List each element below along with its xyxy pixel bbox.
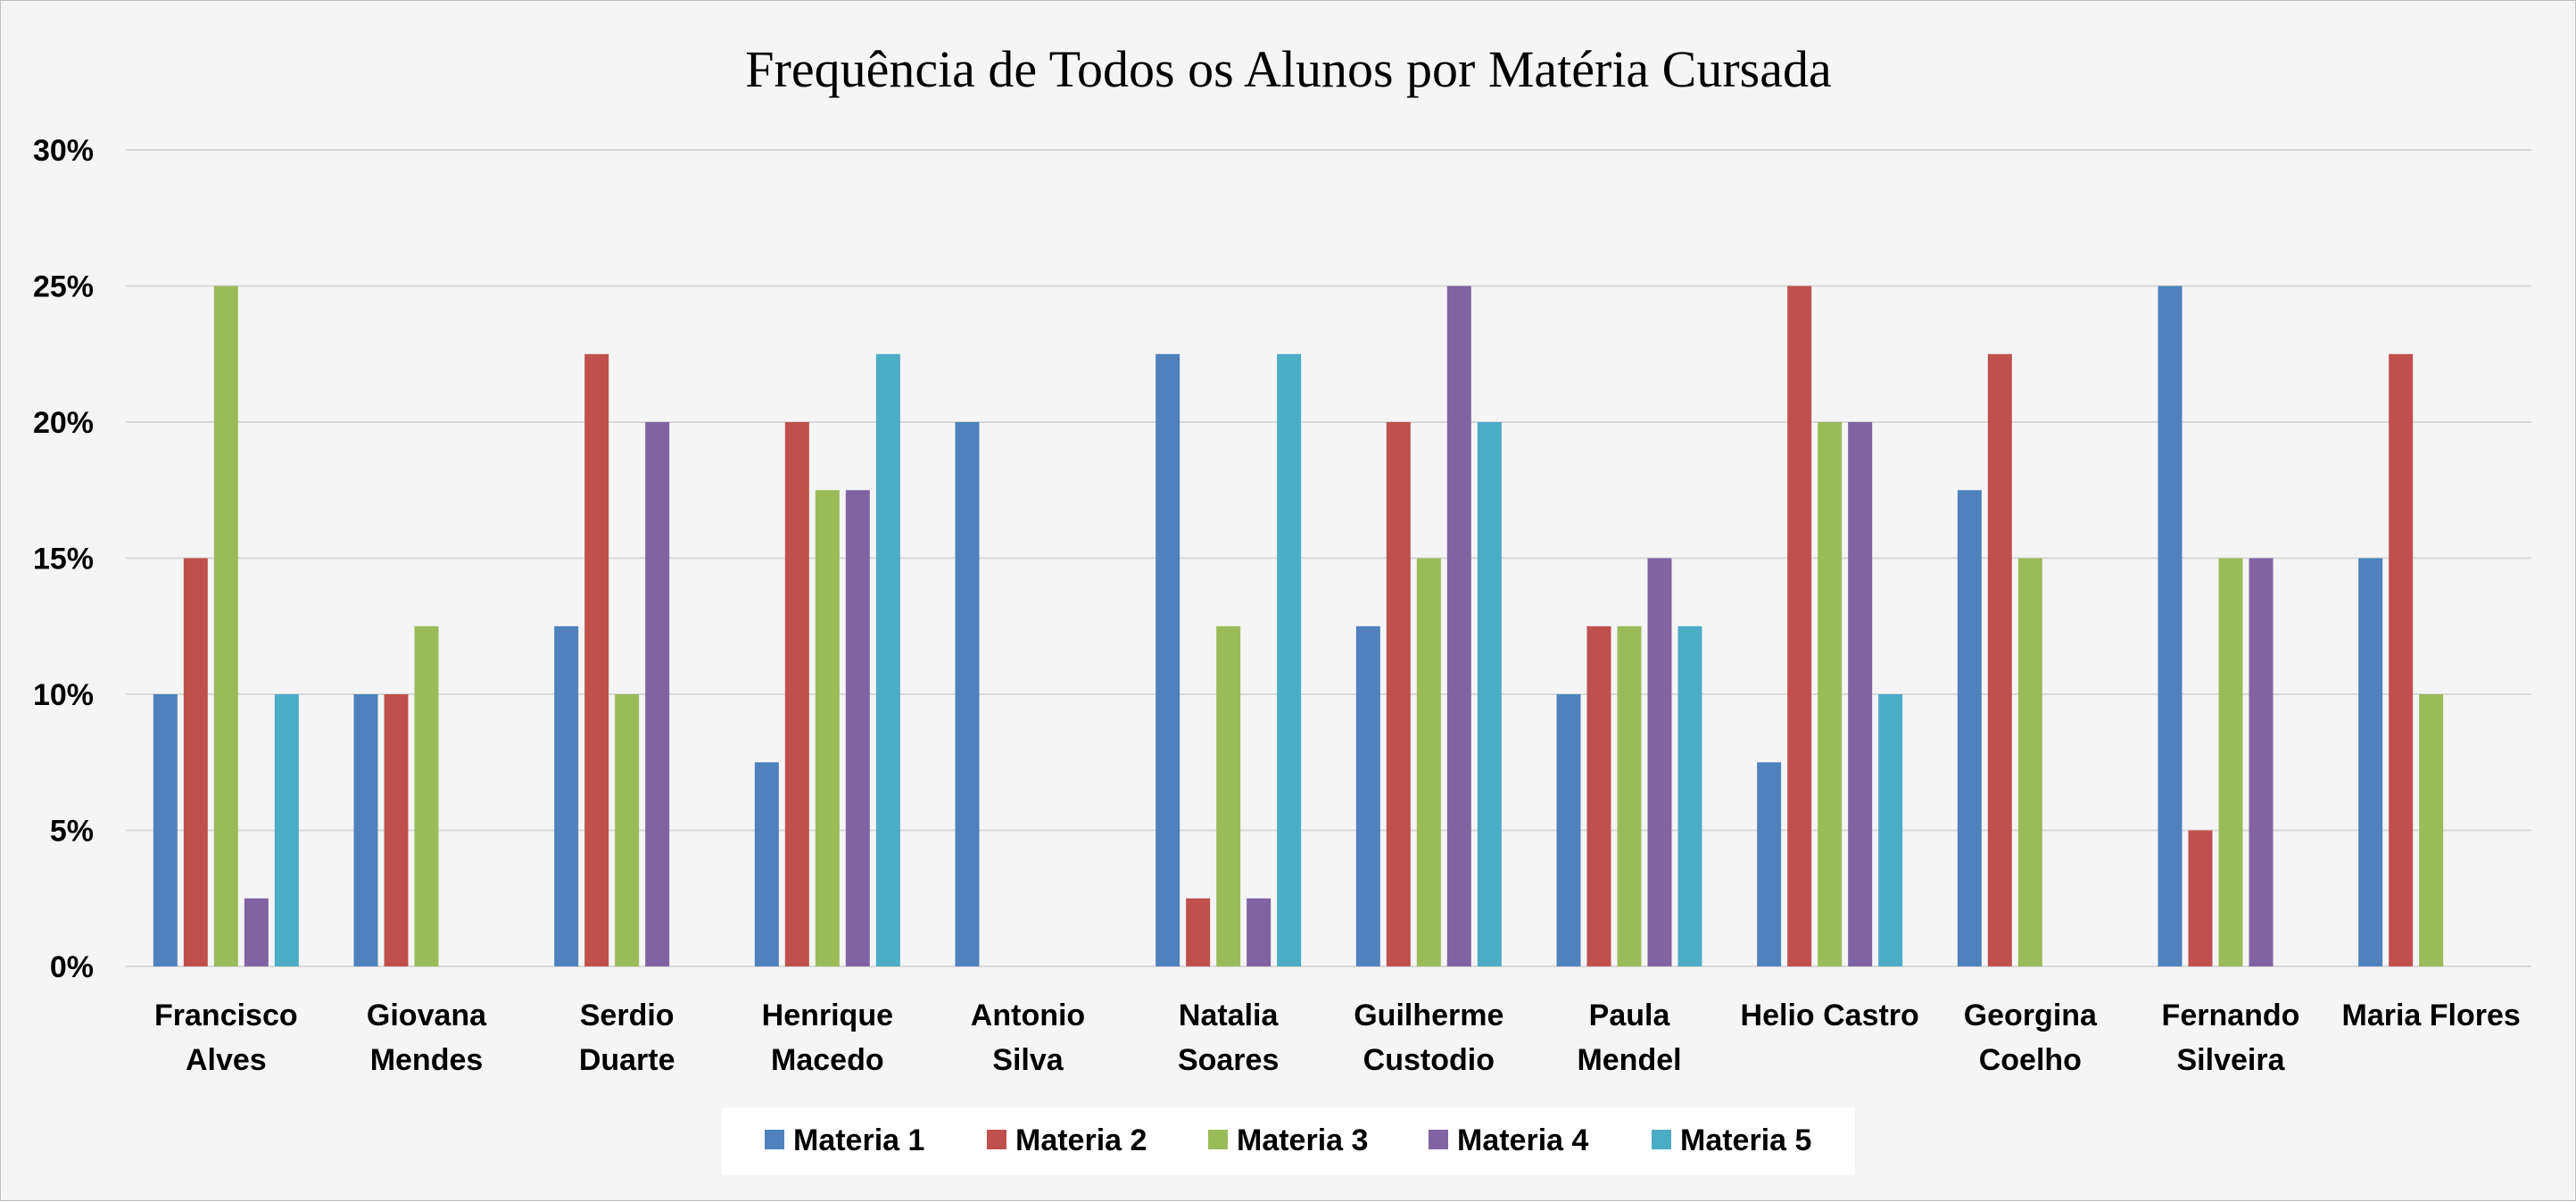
bar-materia-2 [1787,286,1812,966]
y-tick-label: 0% [50,950,94,984]
bar-materia-2 [784,422,809,966]
bar-materia-5 [1277,353,1302,966]
legend-label: Materia 1 [793,1123,924,1157]
category-label: Natalia Soares [1178,999,1280,1077]
bar-materia-2 [2389,353,2414,966]
bar-materia-1 [2158,286,2183,966]
y-tick-label: 15% [33,543,94,576]
bar-materia-4 [1647,558,1672,966]
legend-label: Materia 3 [1237,1123,1368,1157]
bar-materia-1 [153,694,178,966]
bar-materia-1 [1155,353,1180,966]
bar-materia-1 [754,762,779,966]
bar-materia-1 [1556,694,1581,966]
bar-materia-3 [815,490,840,966]
bar-materia-5 [875,353,900,966]
bar-materia-5 [1677,626,1702,966]
y-tick-label: 5% [50,815,94,849]
legend-swatch [1429,1130,1448,1149]
y-tick-label: 25% [33,270,94,304]
bar-materia-2 [1586,626,1611,966]
bar-materia-3 [1617,626,1642,966]
y-axis-ticks: 0% 5% 10% 15% 20% 25% 30% [33,134,94,984]
legend: Materia 1 Materia 2 Materia 3 Materia 4 Mate… [722,1107,1855,1175]
bars [153,286,2444,966]
category-label: Paula Mendel [1577,999,1681,1077]
bar-materia-1 [2358,558,2383,966]
legend-label: Materia 4 [1457,1123,1588,1157]
bar-materia-2 [2188,830,2213,966]
legend-label: Materia 5 [1680,1123,1811,1157]
legend-swatch [1208,1130,1228,1149]
y-tick-label: 30% [33,134,94,168]
bar-materia-1 [955,422,980,966]
category-label: Giovana Mendes [367,999,487,1077]
category-label: Maria Flores [2342,999,2521,1032]
bar-materia-2 [1987,353,2012,966]
bar-materia-5 [1477,422,1502,966]
category-label: Guilherme Custodio [1354,999,1503,1077]
bar-materia-5 [274,694,299,966]
bar-materia-1 [1957,490,1982,966]
category-label: Serdio Duarte [579,999,675,1077]
y-tick-label: 20% [33,406,94,440]
category-label: Francisco Alves [154,999,298,1077]
x-axis-categories: Francisco Alves Giovana Mendes Serdio Duarte H… [154,999,2521,1077]
bar-materia-4 [645,422,670,966]
bar-materia-4 [244,898,269,966]
category-label: Fernando Silveira [2162,999,2300,1077]
bar-materia-5 [1878,694,1903,966]
bar-materia-1 [1757,762,1782,966]
bar-materia-1 [353,694,378,966]
bar-materia-3 [2017,558,2042,966]
bar-materia-2 [1186,898,1211,966]
bar-materia-3 [2419,694,2444,966]
legend-label: Materia 2 [1015,1123,1147,1157]
bar-materia-3 [414,626,439,966]
bar-materia-1 [1355,626,1380,966]
bar-materia-2 [584,353,609,966]
gridlines [126,149,2531,967]
bar-materia-3 [615,694,640,966]
bar-materia-3 [2218,558,2243,966]
category-label: Helio Castro [1741,999,1919,1032]
bar-materia-3 [1818,422,1843,966]
legend-swatch [987,1130,1006,1149]
legend-swatch [1652,1130,1671,1149]
bar-materia-3 [1416,558,1441,966]
legend-swatch [765,1130,784,1149]
bar-materia-4 [1446,286,1471,966]
bar-materia-4 [1247,898,1271,966]
chart-title: Frequência de Todos os Alunos por Matéri… [745,40,1831,98]
bar-materia-3 [1216,626,1241,966]
bar-materia-2 [183,558,208,966]
y-tick-label: 10% [33,678,94,712]
bar-materia-2 [1386,422,1411,966]
bar-materia-4 [1848,422,1873,966]
category-label: Antonio Silva [971,999,1085,1077]
bar-materia-4 [845,490,870,966]
bar-materia-1 [554,626,579,966]
bar-materia-2 [384,694,409,966]
bar-materia-3 [213,286,238,966]
category-label: Henrique Macedo [762,999,893,1077]
category-label: Georgina Coelho [1964,999,2098,1077]
bar-materia-4 [2249,558,2274,966]
